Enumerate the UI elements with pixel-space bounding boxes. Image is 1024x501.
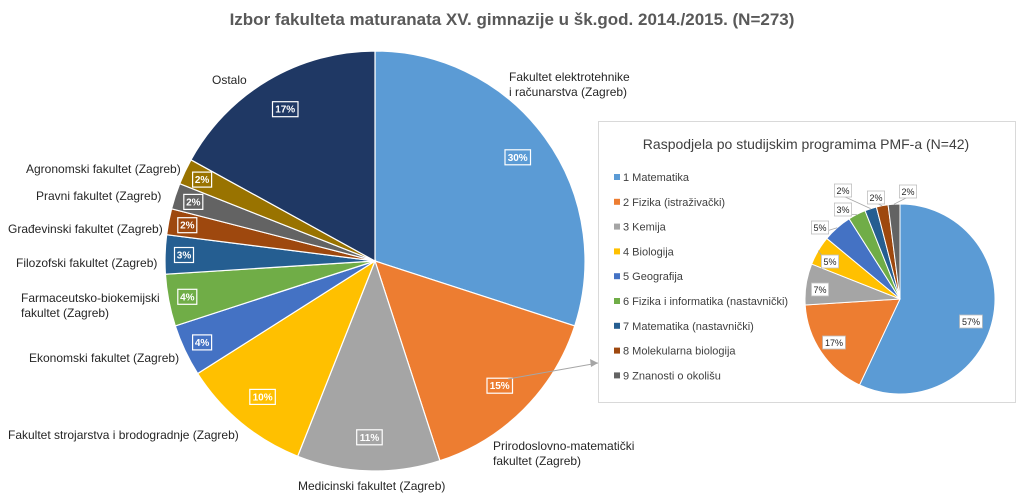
svg-text:2%: 2% xyxy=(836,186,849,196)
slice-medicinski-fakultet-zagreb xyxy=(296,259,441,472)
svg-text:6 Fizika i informatika (nasta: 6 Fizika i informatika (nastavnički) xyxy=(623,296,788,308)
inset-data-label-molekularna-biologija: 2% xyxy=(867,190,886,207)
data-label-agronomski-fakultet-zagreb: 2% xyxy=(192,171,213,188)
inset-slice-fizika-istrazivacki xyxy=(804,298,901,386)
svg-text:7 Matematika (nastavnički): 7 Matematika (nastavnički) xyxy=(623,321,754,333)
inset-legend: 1 Matematika 2 Fizika (istraživački) 3 Kem… xyxy=(614,172,788,382)
svg-text:9 Znanosti o okolišu: 9 Znanosti o okolišu xyxy=(623,370,721,382)
slice-fakultet-strojarstva-i-brodogradnje-zagreb xyxy=(196,259,377,458)
inset-data-label-geografija: 5% xyxy=(811,220,838,235)
svg-text:7%: 7% xyxy=(813,285,826,295)
data-label-pravni-fakultet-zagreb: 2% xyxy=(183,193,204,210)
svg-text:3 Kemija: 3 Kemija xyxy=(623,222,667,234)
category-label-fakultet-elektrotehnike-i-racunarstva-zagreb: Fakultet elektrotehnike i računarstva (Za… xyxy=(509,70,630,99)
inset-data-label-biologija: 5% xyxy=(817,250,840,269)
svg-text:17%: 17% xyxy=(825,338,843,348)
svg-text:2%: 2% xyxy=(869,193,882,203)
inset-data-label-fizika-istrazivacki: 17% xyxy=(822,335,846,350)
svg-text:57%: 57% xyxy=(962,317,980,327)
data-label-ekonomski-fakultet-zagreb: 4% xyxy=(192,334,213,351)
callout-arrowhead xyxy=(590,359,598,367)
svg-text:2%: 2% xyxy=(186,197,201,208)
category-label-fakultet-strojarstva-i-brodogradnje-zagreb: Fakultet strojarstva i brodogradnje (Zag… xyxy=(8,428,239,442)
category-label-prirodoslovno-matematicki-fakultet-zagreb: Prirodoslovno-matematički fakultet (Zagre… xyxy=(493,439,634,468)
slice-fakultet-elektrotehnike-i-racunarstva-zagreb xyxy=(374,50,586,327)
data-label-filozofski-fakultet-zagreb: 3% xyxy=(173,246,195,264)
legend-item-molekularna-biologija: 8 Molekularna biologija xyxy=(614,346,736,358)
category-label-ostalo: Ostalo xyxy=(212,73,247,87)
legend-item-biologija: 4 Biologija xyxy=(614,246,675,258)
legend-item-fizika-istrazivacki: 2 Fizika (istraživački) xyxy=(614,197,725,209)
svg-text:30%: 30% xyxy=(508,153,528,164)
svg-text:1 Matematika: 1 Matematika xyxy=(623,172,690,184)
category-label-agronomski-fakultet-zagreb: Agronomski fakultet (Zagreb) xyxy=(26,162,181,176)
legend-item-fizika-i-informatika-nastavnicki: 6 Fizika i informatika (nastavnički) xyxy=(614,296,788,308)
slice-ostalo xyxy=(190,50,376,263)
category-label-medicinski-fakultet-zagreb: Medicinski fakultet (Zagreb) xyxy=(298,479,445,493)
inset-data-label-znanosti-o-okolisu: 2% xyxy=(893,184,918,205)
legend-item-matematika: 1 Matematika xyxy=(614,172,690,184)
slice-prirodoslovno-matematicki-fakultet-zagreb xyxy=(374,260,576,462)
svg-text:4 Biologija: 4 Biologija xyxy=(623,246,675,258)
category-label-ekonomski-fakultet-zagreb: Ekonomski fakultet (Zagreb) xyxy=(29,351,179,365)
category-label-filozofski-fakultet-zagreb: Filozofski fakultet (Zagreb) xyxy=(16,256,157,270)
data-label-medicinski-fakultet-zagreb: 11% xyxy=(356,429,383,446)
chart-title: Izbor fakulteta maturanata XV. gimnazije… xyxy=(230,10,795,29)
legend-item-znanosti-o-okolisu: 9 Znanosti o okolišu xyxy=(614,370,721,382)
data-label-gradevinski-fakultet-zagreb: 2% xyxy=(177,217,198,234)
data-label-farmaceutsko-biokemijski-fakultet-zagreb: 4% xyxy=(177,288,198,305)
main-pie: 30% 15% 11% 10% 4% 4% 3% 2% 2% 2% 17% xyxy=(164,50,586,472)
inset-data-label-fizika-i-informatika-nastavnicki: 3% xyxy=(834,202,857,217)
inset-data-label-kemija: 7% xyxy=(811,282,830,297)
svg-text:15%: 15% xyxy=(490,381,510,392)
svg-text:5 Geografija: 5 Geografija xyxy=(623,271,684,283)
svg-text:17%: 17% xyxy=(275,105,295,116)
inset-data-label-matematika: 57% xyxy=(959,314,983,329)
legend-item-geografija: 5 Geografija xyxy=(614,271,684,283)
svg-text:2%: 2% xyxy=(901,187,914,197)
callout-line xyxy=(507,362,599,380)
svg-text:2%: 2% xyxy=(180,221,195,232)
svg-text:11%: 11% xyxy=(360,433,380,444)
data-label-fakultet-strojarstva-i-brodogradnje-zagreb: 10% xyxy=(249,388,276,405)
inset-data-label-matematika-nastavnicki: 2% xyxy=(834,183,871,209)
svg-text:8 Molekularna biologija: 8 Molekularna biologija xyxy=(623,346,736,358)
svg-text:5%: 5% xyxy=(813,223,826,233)
category-label-farmaceutsko-biokemijski-fakultet-zagreb: Farmaceutsko-biokemijski fakultet (Zagreb… xyxy=(21,291,160,320)
data-label-fakultet-elektrotehnike-i-racunarstva-zagreb: 30% xyxy=(504,149,532,166)
category-label-gradevinski-fakultet-zagreb: Građevinski fakultet (Zagreb) xyxy=(8,222,163,236)
inset-chart: Raspodjela po studijskim programima PMF-… xyxy=(598,121,1016,403)
legend-item-matematika-nastavnicki: 7 Matematika (nastavnički) xyxy=(614,321,754,333)
inset-slice-matematika xyxy=(858,203,996,395)
svg-text:4%: 4% xyxy=(180,292,195,303)
svg-text:2%: 2% xyxy=(195,175,210,186)
svg-text:5%: 5% xyxy=(823,257,836,267)
data-label-ostalo: 17% xyxy=(271,101,299,118)
svg-text:2 Fizika (istraživački): 2 Fizika (istraživački) xyxy=(623,197,725,209)
svg-text:4%: 4% xyxy=(195,338,210,349)
legend-item-kemija: 3 Kemija xyxy=(614,222,667,234)
svg-text:10%: 10% xyxy=(253,392,273,403)
data-label-prirodoslovno-matematicki-fakultet-zagreb: 15% xyxy=(486,377,514,394)
svg-text:3%: 3% xyxy=(177,251,192,262)
svg-text:3%: 3% xyxy=(836,205,849,215)
inset-title: Raspodjela po studijskim programima PMF-… xyxy=(643,136,969,152)
category-label-pravni-fakultet-zagreb: Pravni fakultet (Zagreb) xyxy=(36,189,161,203)
